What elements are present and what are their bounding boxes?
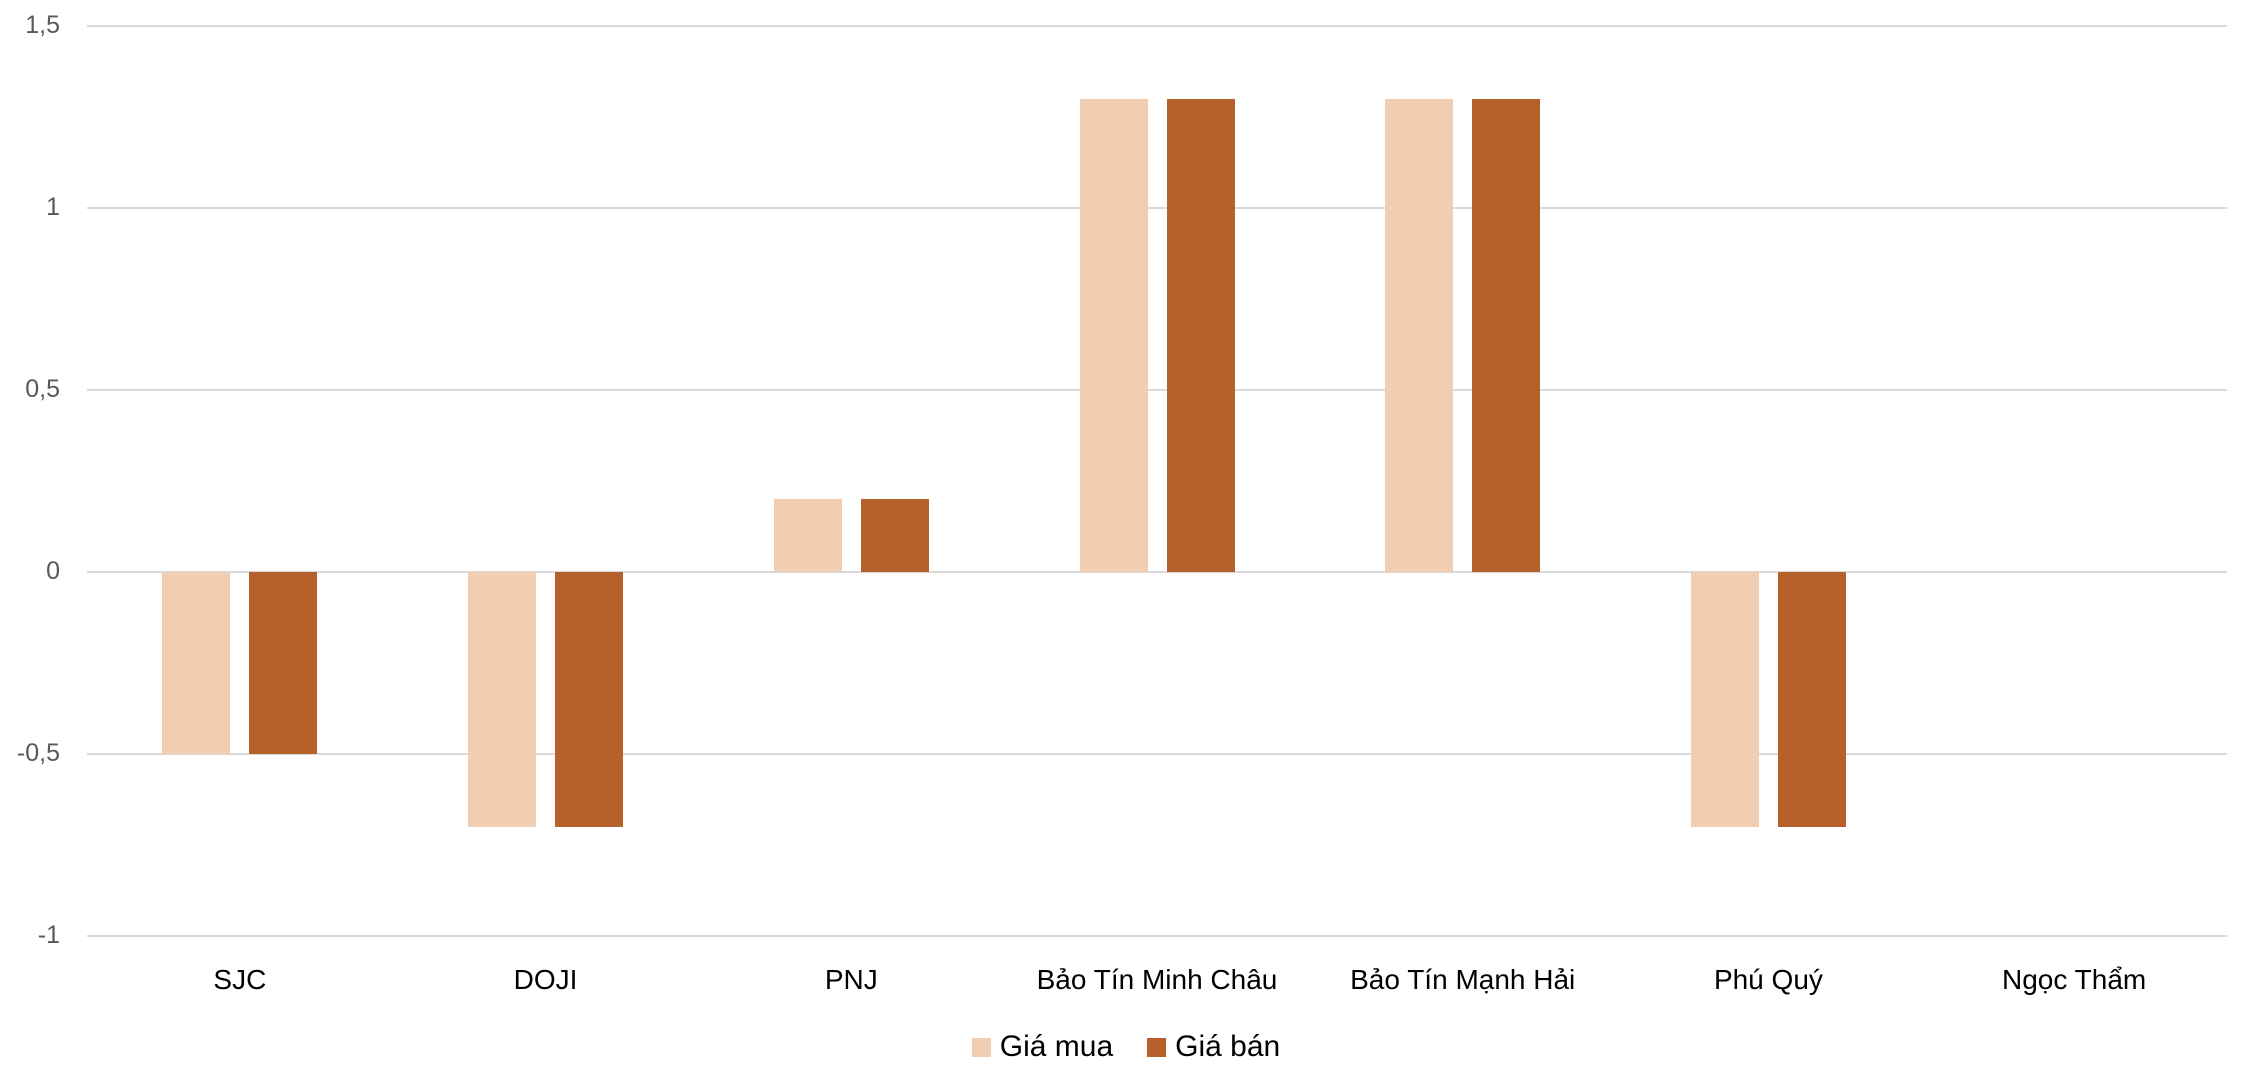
gridline (87, 207, 2227, 209)
gridline (87, 753, 2227, 755)
legend-swatch-gia-ban (1147, 1037, 1167, 1057)
bar-gia-ban (249, 572, 318, 754)
bar-gia-ban (1166, 98, 1235, 572)
legend-label: Giá bán (1175, 1030, 1281, 1063)
bar-gia-mua (773, 499, 842, 572)
legend-label: Giá mua (999, 1030, 1114, 1063)
gridline (87, 25, 2227, 27)
y-tick-label: 1,5 (25, 11, 60, 39)
x-tick-label: Bảo Tín Minh Châu (1036, 964, 1278, 995)
bar-gia-mua (468, 572, 537, 827)
bar-gia-ban (860, 499, 929, 572)
x-tick-label: DOJI (513, 964, 578, 995)
legend-item-gia-ban: Giá bán (1147, 1030, 1280, 1064)
gridline (87, 935, 2227, 937)
x-tick-label: Bảo Tín Mạnh Hải (1350, 964, 1576, 995)
x-tick-label: Phú Quý (1713, 964, 1823, 995)
x-tick-label: Ngọc Thẩm (2002, 964, 2147, 995)
y-tick-label: -1 (37, 921, 60, 949)
bar-gia-mua (1079, 98, 1148, 572)
bar-gia-mua (162, 572, 231, 754)
y-tick-label: 0 (46, 557, 60, 585)
bar-gia-mua (1385, 98, 1454, 572)
bar-gia-ban (555, 572, 624, 827)
legend-item-gia-mua: Giá mua (971, 1030, 1114, 1064)
y-tick-label: 1 (46, 193, 60, 221)
y-tick-label: 0,5 (25, 375, 60, 403)
gridline (87, 571, 2227, 573)
bar-gia-ban (1472, 98, 1541, 572)
y-tick-label: -0,5 (16, 739, 60, 767)
gridline (87, 389, 2227, 391)
x-tick-label: SJC (213, 964, 267, 995)
bar-gia-ban (1777, 572, 1846, 827)
bar-gia-mua (1690, 572, 1759, 827)
legend: Giá mua Giá bán (0, 1030, 2252, 1064)
legend-swatch-gia-mua (971, 1037, 991, 1057)
x-tick-label: PNJ (824, 964, 878, 995)
